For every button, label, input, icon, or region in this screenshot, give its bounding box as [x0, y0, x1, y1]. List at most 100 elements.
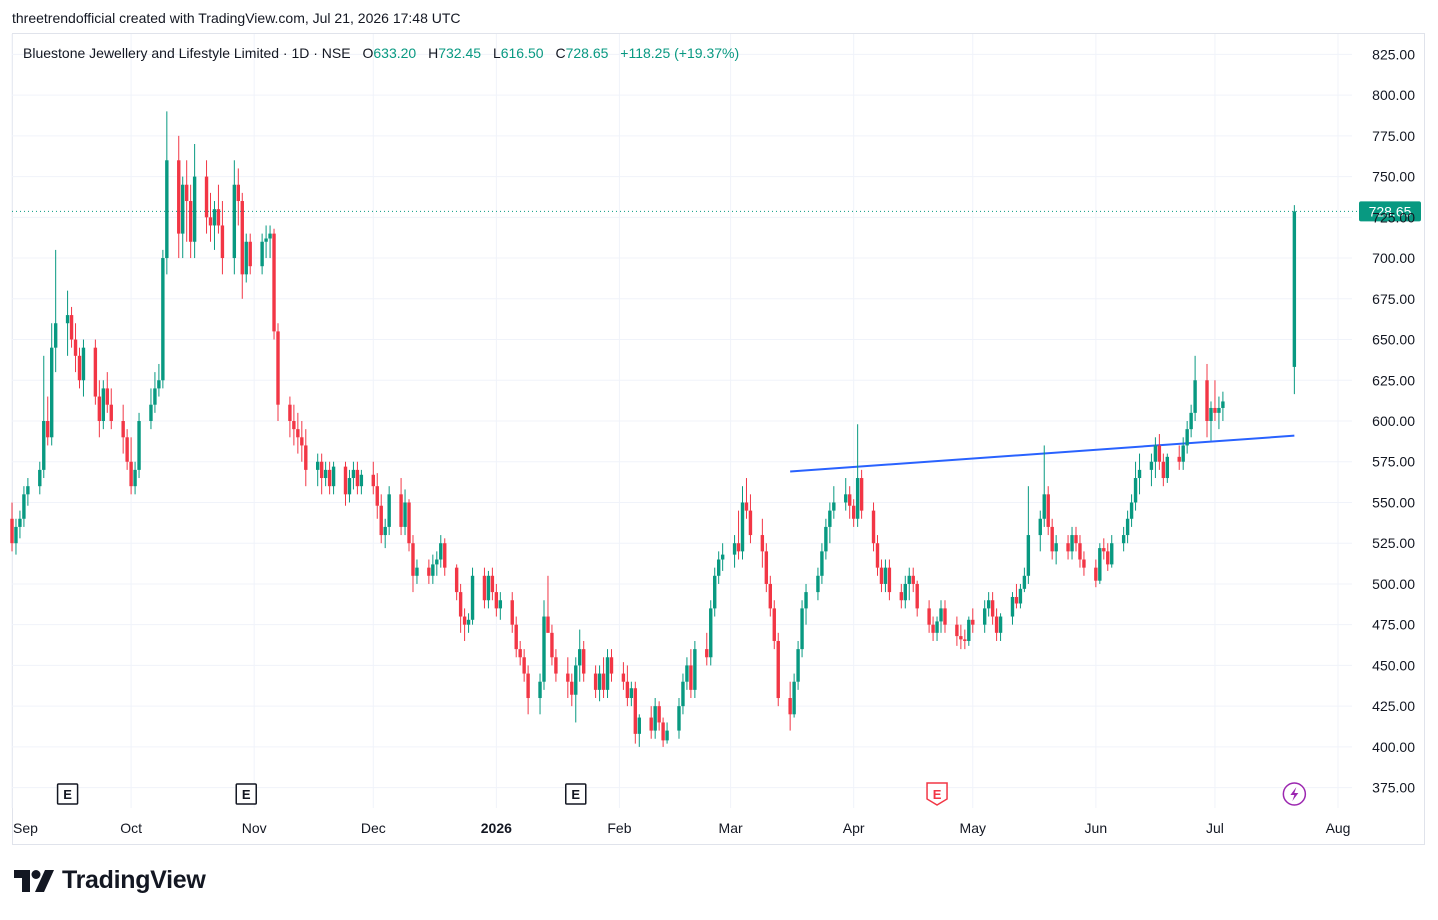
candle-body — [272, 233, 276, 332]
candle-body — [907, 575, 911, 584]
candle-body — [554, 657, 558, 674]
close-label: C — [555, 45, 566, 61]
candle-body — [653, 706, 657, 731]
candle-body — [212, 209, 217, 226]
price-tick-label: 625.00 — [1372, 372, 1415, 388]
candle-body — [296, 429, 300, 438]
earnings-marker-shape — [235, 783, 257, 805]
candle-body — [427, 567, 431, 576]
candle-body — [431, 564, 435, 576]
candle-body — [454, 567, 459, 593]
chart-caption: threetrendofficial created with TradingV… — [12, 10, 461, 26]
candle-body — [859, 478, 864, 511]
candle-body — [208, 217, 213, 226]
tradingview-logo-icon — [14, 869, 54, 892]
candle-body — [204, 176, 209, 218]
candle-body — [1098, 548, 1102, 581]
earnings-marker-label: E — [63, 787, 72, 802]
candle-body — [26, 486, 30, 495]
candle-body — [1038, 518, 1042, 536]
candle-body — [582, 649, 586, 674]
price-tick-label: 675.00 — [1372, 291, 1415, 307]
candle-body — [705, 649, 709, 658]
candle-body — [740, 502, 745, 552]
candle-body — [1185, 429, 1189, 446]
brand[interactable]: TradingView — [14, 866, 206, 895]
candle-body — [494, 592, 499, 609]
candle-body — [943, 608, 947, 625]
earnings-marker-label: E — [933, 787, 942, 802]
candle-body — [137, 421, 141, 470]
price-tick-label: 400.00 — [1372, 739, 1415, 755]
candle-body — [292, 421, 296, 430]
candle-body — [1042, 494, 1046, 519]
candle-body — [327, 469, 332, 487]
candle-body — [1110, 543, 1114, 565]
candle-body — [188, 201, 193, 242]
candle-body — [657, 706, 661, 723]
candle-body — [879, 567, 884, 584]
candle-body — [685, 665, 689, 682]
low-label: L — [492, 45, 501, 61]
candle-body — [1094, 567, 1098, 581]
price-tick-label: 475.00 — [1372, 617, 1415, 633]
candle-body — [1217, 407, 1221, 413]
candle-body — [73, 339, 78, 356]
candle-body — [939, 608, 943, 622]
candle-body — [621, 673, 626, 682]
candle-body — [65, 315, 70, 324]
candle-body — [1078, 543, 1082, 560]
candle-body — [1026, 535, 1031, 576]
price-axis: 825.00 800.00 775.00 750.00 725.00 700.00 675.… — [1372, 46, 1415, 795]
candle-body — [125, 437, 129, 462]
candle-body — [97, 396, 102, 421]
candle-body — [304, 445, 308, 470]
candle-body — [550, 632, 554, 658]
candle-body — [1292, 211, 1297, 367]
candle-body — [764, 551, 769, 584]
candle-body — [570, 681, 574, 695]
time-tick-label: Feb — [607, 820, 631, 836]
candle-body — [1177, 456, 1181, 462]
earnings-marker[interactable]: E — [926, 782, 948, 806]
earnings-marker[interactable]: E — [56, 783, 79, 805]
candle-body — [18, 518, 22, 527]
candle-body — [14, 526, 18, 544]
candle-body — [81, 347, 86, 381]
earnings-marker-shape — [56, 783, 79, 805]
candle-body — [10, 518, 14, 544]
candle-body — [220, 225, 225, 259]
candle-body — [538, 681, 542, 699]
candle-body — [403, 502, 407, 527]
candle-body — [458, 592, 463, 617]
candle-body — [470, 575, 475, 620]
candle-body — [1106, 551, 1110, 565]
candle-body — [165, 160, 169, 259]
change-value: +118.25 (+19.37%) — [620, 45, 740, 61]
candle-body — [915, 583, 919, 609]
candle-body — [268, 233, 272, 239]
earnings-marker[interactable]: E — [565, 783, 587, 805]
earnings-marker[interactable]: E — [235, 783, 257, 805]
candle-body — [248, 241, 252, 267]
candle-body — [323, 469, 328, 479]
candle-body — [288, 404, 292, 421]
candle-body — [828, 510, 832, 527]
candle-body — [871, 510, 876, 544]
candle-body — [232, 184, 237, 259]
candle-body — [177, 160, 181, 234]
candle-body — [466, 619, 471, 625]
candle-body — [1082, 559, 1086, 568]
candle-body — [1121, 535, 1126, 544]
candle-body — [260, 241, 264, 267]
candle-body — [971, 619, 975, 625]
high-value: 732.45 — [438, 45, 482, 61]
candle-body — [105, 388, 109, 405]
candle-body — [927, 608, 931, 625]
dividend-marker[interactable] — [1282, 782, 1307, 806]
price-tick-label: 425.00 — [1372, 698, 1415, 714]
candle-body — [887, 567, 892, 593]
candle-body — [768, 583, 772, 609]
candle-body — [435, 559, 439, 565]
